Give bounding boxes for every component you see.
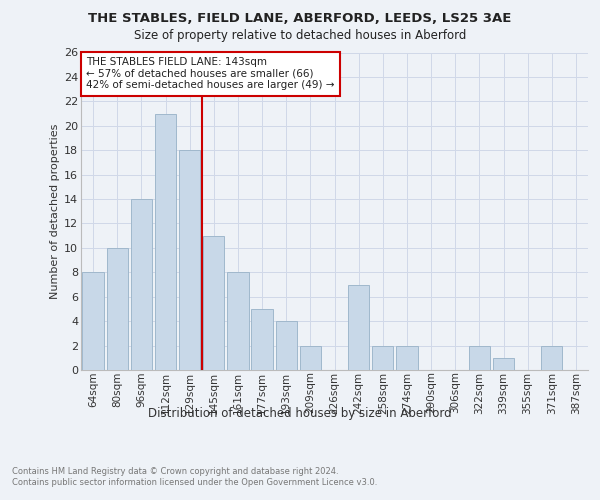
Bar [300,346,321,370]
Bar [227,272,248,370]
Text: Size of property relative to detached houses in Aberford: Size of property relative to detached ho… [134,29,466,42]
Bar [275,321,297,370]
Bar [493,358,514,370]
Bar [541,346,562,370]
Bar [82,272,104,370]
Y-axis label: Number of detached properties: Number of detached properties [50,124,60,299]
Bar [397,346,418,370]
Bar [131,199,152,370]
Text: THE STABLES, FIELD LANE, ABERFORD, LEEDS, LS25 3AE: THE STABLES, FIELD LANE, ABERFORD, LEEDS… [88,12,512,24]
Bar [155,114,176,370]
Text: Distribution of detached houses by size in Aberford: Distribution of detached houses by size … [148,408,452,420]
Text: THE STABLES FIELD LANE: 143sqm
← 57% of detached houses are smaller (66)
42% of : THE STABLES FIELD LANE: 143sqm ← 57% of … [86,58,335,90]
Bar [203,236,224,370]
Bar [348,284,369,370]
Bar [469,346,490,370]
Bar [251,309,272,370]
Bar [179,150,200,370]
Text: Contains HM Land Registry data © Crown copyright and database right 2024.
Contai: Contains HM Land Registry data © Crown c… [12,468,377,487]
Bar [372,346,394,370]
Bar [107,248,128,370]
